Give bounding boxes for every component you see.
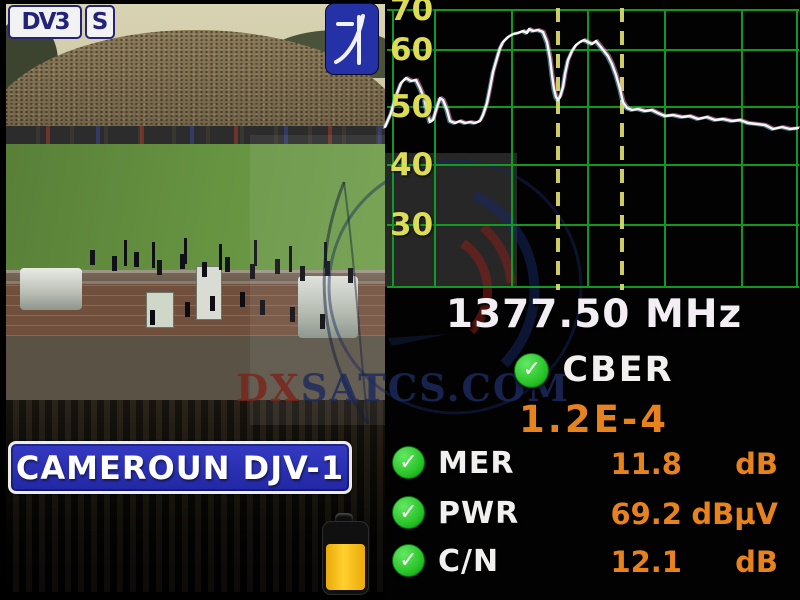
battery-indicator: [322, 513, 369, 595]
cber-value: 1.2E-4: [519, 398, 669, 441]
check-glyph: ✓: [399, 499, 418, 525]
measurement-value: 11.8: [610, 447, 682, 481]
ok-check-icon: ✓: [392, 544, 425, 577]
check-glyph: ✓: [399, 449, 418, 475]
measurement-value: 69.2: [610, 497, 682, 531]
frequency-readout: 1377.50 MHz: [445, 292, 743, 337]
y-axis-tick: 50: [390, 89, 434, 125]
measurement-value: 12.1: [610, 545, 682, 579]
cber-label: CBER: [562, 350, 674, 390]
cber-row: ✓ CBER: [390, 350, 798, 390]
battery-terminal: [335, 513, 353, 524]
measurement-unit: dB: [735, 545, 778, 579]
measurement-label: PWR: [438, 496, 520, 531]
check-glyph: ✓: [399, 547, 418, 573]
measurement-row-cn: ✓ C/N 12.1 dB: [390, 542, 790, 580]
track-apron: [6, 336, 385, 400]
track-lanes: [6, 270, 385, 284]
dvb-logo: DV3 S: [8, 5, 115, 39]
check-glyph: ✓: [522, 357, 542, 382]
ok-check-icon: ✓: [392, 496, 425, 529]
y-axis-tick: 30: [390, 207, 434, 243]
flag-poles: [124, 240, 127, 266]
channel-name: CAMEROUN DJV-1: [15, 448, 345, 487]
dvb-logo-text: DV3: [8, 5, 82, 39]
measurement-row-mer: ✓ MER 11.8 dB: [390, 444, 790, 482]
sign-board: [196, 266, 222, 320]
bus: [298, 276, 358, 338]
football-pitch: [6, 144, 385, 270]
y-axis-tick: 70: [390, 0, 434, 28]
y-axis-tick: 60: [390, 32, 434, 68]
measurement-unit: dBµV: [691, 497, 778, 531]
people-silhouettes: [90, 250, 95, 265]
spectrum-mode-icon: [325, 3, 379, 75]
ok-check-icon: ✓: [514, 352, 550, 388]
measurement-row-pwr: ✓ PWR 69.2 dBµV: [390, 494, 790, 532]
y-axis-tick: 40: [390, 147, 434, 183]
channel-banner: CAMEROUN DJV-1: [8, 441, 352, 494]
measurement-label: MER: [438, 446, 515, 481]
measurement-label: C/N: [438, 544, 500, 579]
measurement-unit: dB: [735, 447, 778, 481]
advert-boards: [6, 126, 385, 144]
sign-board: [146, 292, 174, 328]
battery-level-fill: [326, 544, 365, 590]
battery-body: [322, 521, 369, 595]
video-feed: [6, 4, 385, 592]
bus: [20, 268, 82, 310]
ok-check-icon: ✓: [392, 446, 425, 479]
foreground-crowd: [6, 400, 385, 592]
satellite-s-badge: S: [85, 5, 115, 39]
